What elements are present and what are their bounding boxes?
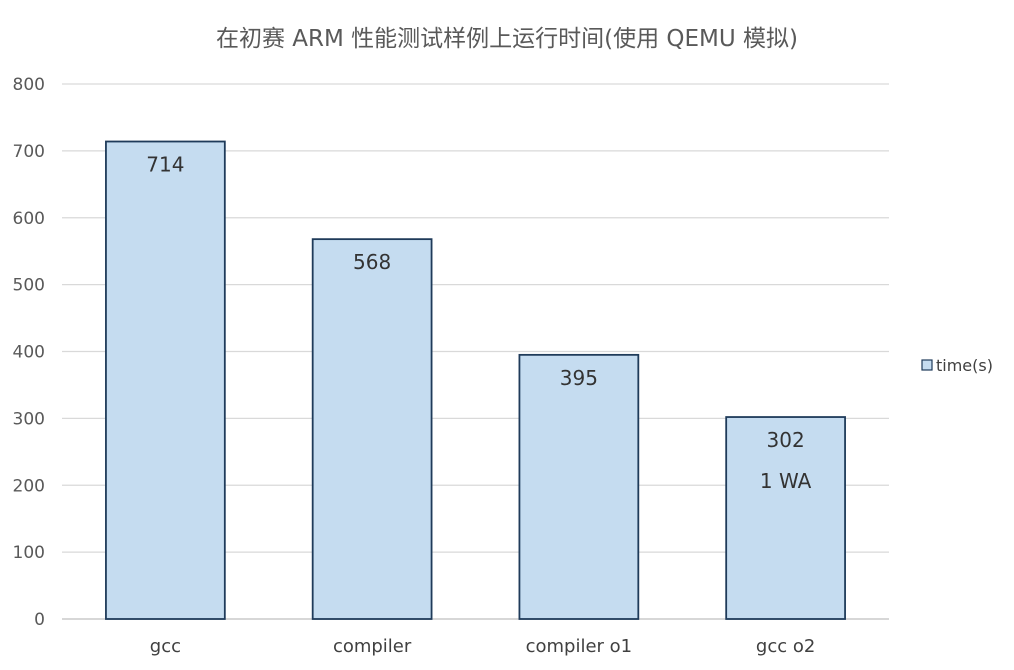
bars	[105, 140, 846, 620]
x-tick-label: gcc o2	[756, 636, 815, 657]
x-axis-ticks: gcc compiler compiler o1 gcc o2	[150, 636, 816, 657]
legend-swatch	[921, 359, 933, 371]
y-tick-label: 200	[13, 476, 45, 496]
x-tick-label: compiler o1	[526, 636, 633, 657]
bar	[725, 416, 846, 620]
data-label: 714	[146, 153, 184, 177]
annotation-label: 1 WA	[760, 469, 812, 493]
bar	[105, 140, 226, 620]
y-tick-label: 500	[13, 276, 45, 296]
y-axis-ticks: 0 100 200 300 400 500 600 700 800	[13, 75, 45, 630]
data-label: 568	[353, 250, 391, 274]
x-tick-label: gcc	[150, 636, 181, 657]
data-label: 302	[767, 428, 805, 452]
y-tick-label: 100	[13, 543, 45, 563]
y-tick-label: 0	[34, 610, 45, 630]
data-labels: 714 568 395 302 1 WA	[146, 153, 811, 494]
bar	[311, 238, 433, 620]
chart-title: 在初赛 ARM 性能测试样例上运行时间(使用 QEMU 模拟)	[216, 26, 798, 52]
y-tick-label: 400	[13, 343, 45, 363]
x-tick-label: compiler	[333, 636, 412, 657]
y-tick-label: 800	[13, 75, 45, 95]
y-tick-label: 300	[13, 409, 45, 429]
y-tick-label: 700	[13, 142, 45, 162]
bar	[518, 353, 640, 620]
legend-label: time(s)	[936, 356, 993, 375]
y-tick-label: 600	[13, 209, 45, 229]
data-label: 395	[560, 366, 598, 390]
legend: time(s)	[921, 356, 993, 375]
